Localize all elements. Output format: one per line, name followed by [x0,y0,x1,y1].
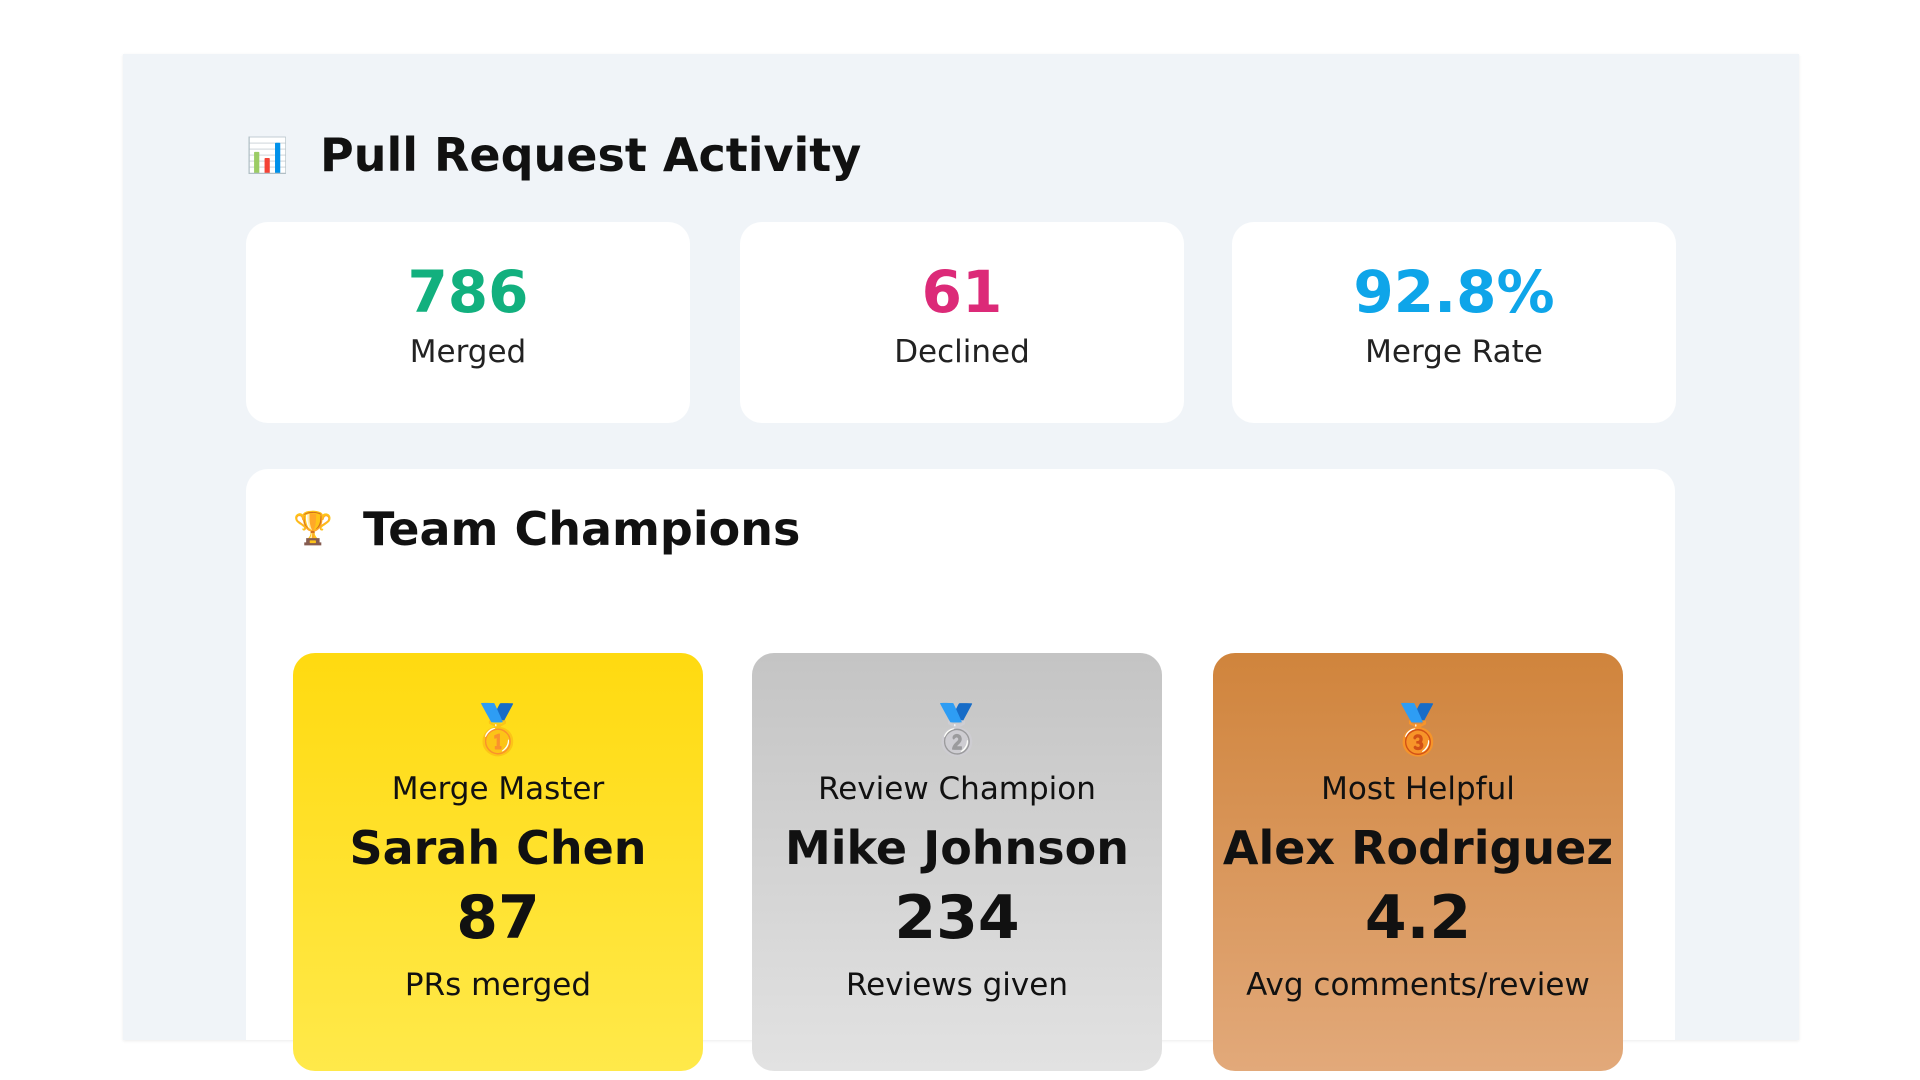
champion-card: 🥈 Review Champion Mike Johnson 234 Reviews g… [752,653,1162,1071]
medal: 🥇 [468,702,528,758]
stat-card: 786 Merged [246,222,690,423]
champion-role: Review Champion [818,771,1096,807]
stat-value: 92.8% [1353,258,1555,326]
stat-value: 786 [407,258,529,326]
champions-panel: 🏆 Team Champions 🥇 Merge Master Sarah Chen… [246,469,1675,1071]
champion-value: 4.2 [1364,883,1472,953]
champion-name: Alex Rodriguez [1222,821,1614,875]
stat-card: 61 Declined [740,222,1184,423]
champions-title: Team Champions [363,502,801,556]
champion-label: Avg comments/review [1246,967,1590,1003]
champion-name: Mike Johnson [784,821,1130,875]
header-title: Pull Request Activity [320,128,862,182]
stat-label: Merged [409,334,527,370]
champion-name: Sarah Chen [349,821,647,875]
medal: 🥈 [927,702,987,758]
champion-value: 87 [456,883,540,953]
stat-label: Declined [894,334,1030,370]
champion-card: 🥇 Merge Master Sarah Chen 87 PRs merged [293,653,703,1071]
champion-card: 🥉 Most Helpful Alex Rodriguez 4.2 Avg commen… [1213,653,1623,1071]
stat-value: 61 [921,258,1003,326]
panel: 📊 Pull Request Activity 786 Merged 61 Decli… [123,54,1799,1071]
champion-value: 234 [894,883,1020,953]
champions-icon: 🏆 [293,509,333,547]
champion-label: PRs merged [404,967,592,1003]
champion-role: Merge Master [391,771,605,807]
header-icon: 📊 [246,136,289,176]
stat-label: Merge Rate [1365,334,1543,370]
champion-role: Most Helpful [1321,771,1515,807]
champion-label: Reviews given [846,967,1068,1003]
medal: 🥉 [1388,702,1448,758]
stat-card: 92.8% Merge Rate [1232,222,1676,423]
